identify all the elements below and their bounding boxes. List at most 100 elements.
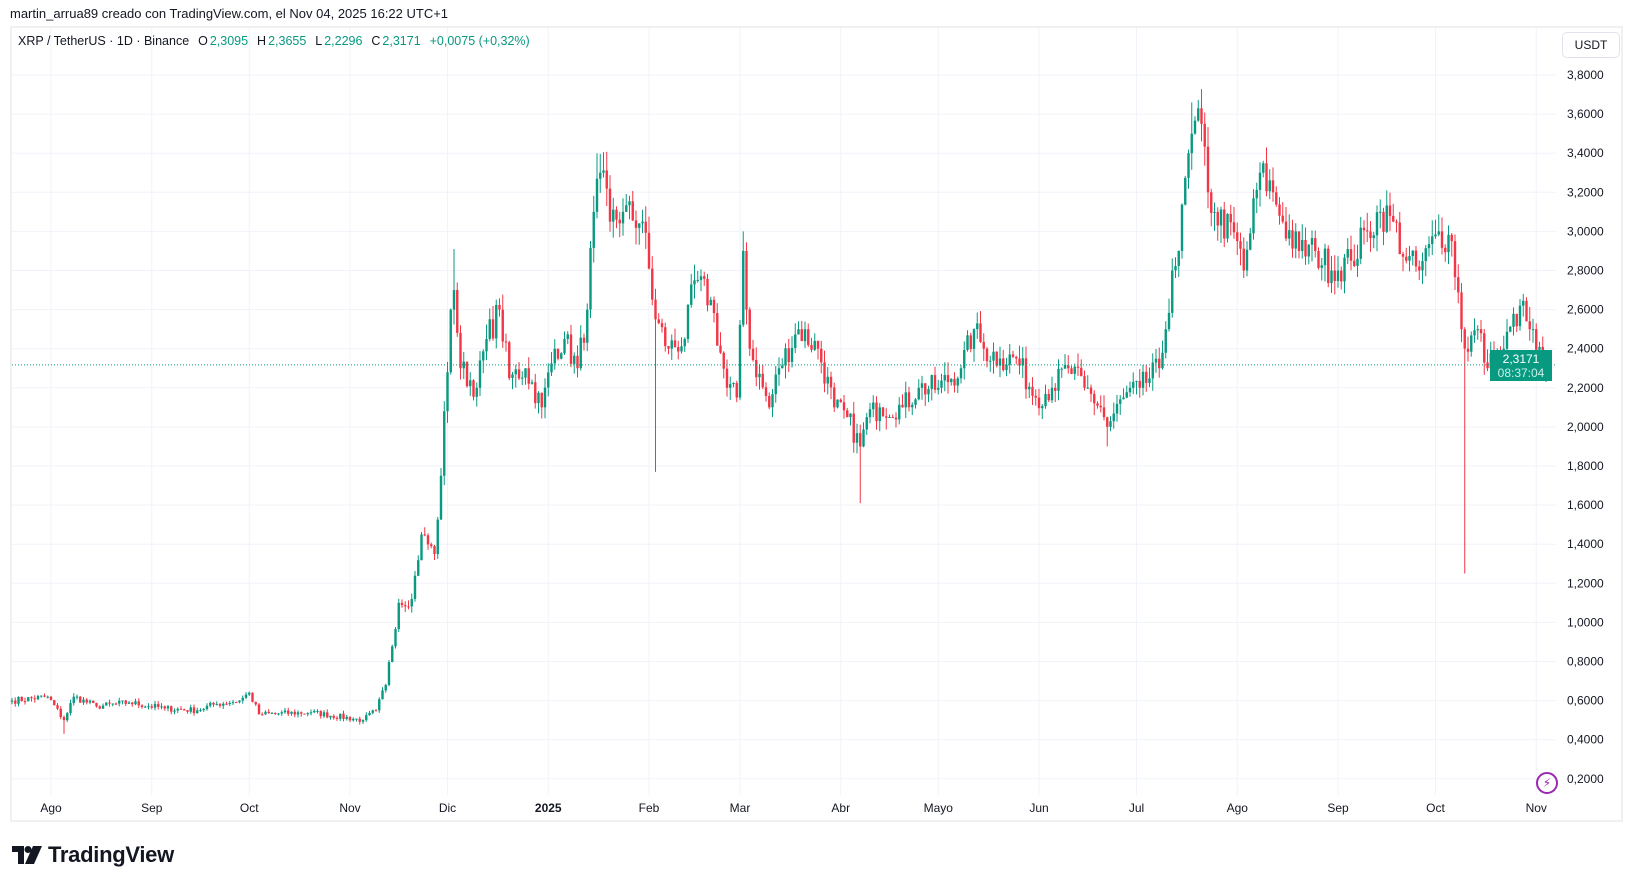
candle [1086, 375, 1089, 390]
candle [290, 711, 293, 716]
candle-body [1411, 250, 1414, 257]
candle [1239, 232, 1242, 266]
candle [283, 708, 287, 714]
candle [92, 700, 95, 704]
candles [10, 89, 1548, 734]
candle-body [371, 710, 374, 713]
candle [1002, 349, 1005, 372]
candle [1275, 186, 1278, 207]
candle [332, 714, 335, 720]
candle-body [1317, 250, 1320, 268]
candle [647, 216, 651, 270]
candle [147, 703, 150, 710]
candle [1349, 235, 1353, 271]
candle [114, 702, 118, 705]
candle-body [1349, 249, 1353, 261]
candle-body [49, 696, 53, 701]
candle-body [1073, 366, 1076, 374]
candle [46, 695, 49, 699]
candle-body [537, 392, 540, 404]
candle [1398, 211, 1401, 255]
candle-body [784, 348, 787, 366]
candle-body [1213, 211, 1216, 213]
candle-body [270, 712, 274, 714]
candle-body [914, 399, 917, 405]
candle-body [686, 304, 690, 339]
candle-body [1041, 406, 1044, 409]
tradingview-logo[interactable]: TradingView [12, 842, 174, 868]
candle [394, 626, 397, 649]
candle-body [1473, 330, 1476, 336]
candle [599, 153, 602, 193]
candle [475, 382, 478, 407]
candle-body [1431, 236, 1434, 245]
candle-body [1359, 227, 1362, 259]
candle [1005, 357, 1008, 377]
candle-body [1232, 222, 1236, 233]
candle-body [703, 276, 706, 279]
candle [192, 704, 196, 716]
candle-body [1314, 238, 1317, 251]
candle-body [810, 344, 813, 350]
currency-button[interactable]: USDT [1562, 32, 1620, 58]
candle-body [1239, 241, 1242, 249]
candle-body [1330, 270, 1333, 284]
axes: 3,8000 3,6000 3,4000 3,2000 3,0000 2,8000 2,60… [12, 68, 1604, 815]
candle-body [1193, 120, 1197, 134]
candle [537, 391, 540, 414]
candle-body [459, 332, 462, 369]
candle-body [683, 338, 686, 347]
candle [1229, 204, 1232, 236]
candle [1320, 258, 1323, 281]
candle [1278, 197, 1281, 225]
candle [274, 712, 277, 715]
candle [446, 361, 449, 423]
candle-body [1138, 380, 1141, 388]
candle [930, 374, 933, 401]
candle-body [374, 710, 378, 712]
candle-body [199, 710, 202, 712]
candle [436, 516, 439, 559]
candle-body [498, 304, 501, 310]
candle [75, 694, 79, 700]
candle [615, 206, 618, 229]
candle [1050, 376, 1054, 403]
candle-body [1245, 249, 1249, 271]
candle-body [1262, 163, 1265, 173]
symbol-info[interactable]: XRP / TetherUS · 1D · Binance [18, 34, 190, 48]
candle [612, 197, 615, 238]
candle [1187, 149, 1190, 189]
candle-body [1255, 189, 1258, 199]
candle-body [595, 178, 599, 212]
open-value: 2,3095 [209, 34, 249, 48]
candle [1476, 325, 1479, 340]
candle [914, 398, 917, 409]
candle [1203, 112, 1206, 166]
candle-body [670, 340, 673, 349]
candle-body [397, 602, 400, 630]
candle [1148, 367, 1151, 388]
candle-body [1447, 234, 1450, 253]
candle-body [904, 392, 907, 408]
candle-body [732, 382, 735, 385]
candle-body [1531, 329, 1535, 331]
candle-body [1154, 358, 1158, 363]
y-tick-label: 2,2000 [1567, 381, 1604, 395]
candle-body [1294, 231, 1297, 249]
candle [82, 697, 85, 705]
candle [680, 337, 683, 354]
candle-body [501, 309, 504, 342]
candle-body [1086, 387, 1089, 389]
candle-body [781, 365, 784, 369]
candle-body [602, 170, 605, 173]
candle [1106, 416, 1109, 447]
candle-body [940, 380, 943, 388]
candle-body [192, 707, 196, 714]
candle-body [1434, 234, 1437, 237]
candle [1379, 199, 1382, 229]
candle-body [927, 388, 930, 395]
lightning-alert-icon[interactable]: ⚡ [1536, 772, 1558, 794]
candle [904, 381, 907, 419]
candle [1483, 328, 1486, 375]
